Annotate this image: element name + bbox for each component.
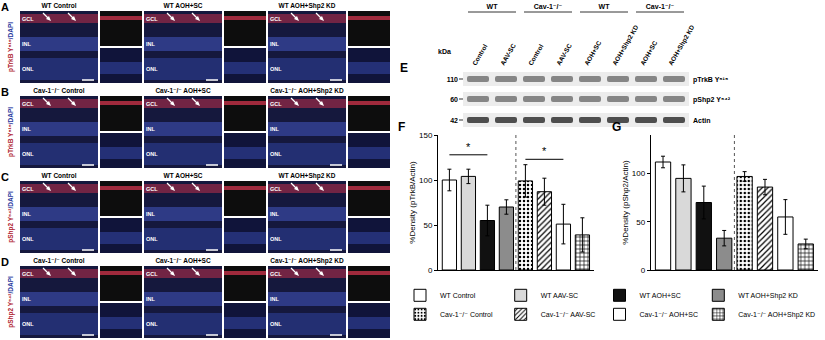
svg-text:INL: INL <box>22 211 32 217</box>
svg-text:ONL: ONL <box>146 151 158 157</box>
svg-text:C: C <box>1 171 9 183</box>
html-text:F: F <box>398 120 406 134</box>
svg-text:Cav-1⁻/⁻ AOH+Shp2 KD: Cav-1⁻/⁻ AOH+Shp2 KD <box>738 311 815 319</box>
svg-text:ONL: ONL <box>270 66 282 72</box>
svg-text:WT AOH+SC: WT AOH+SC <box>164 2 203 9</box>
svg-text:Cav-1⁻/⁻: Cav-1⁻/⁻ <box>534 3 563 10</box>
svg-text:GCL: GCL <box>146 271 158 277</box>
svg-text:GCL: GCL <box>22 16 34 22</box>
svg-text:B: B <box>1 86 9 98</box>
svg-text:Control: Control <box>471 43 489 67</box>
svg-text:ONL: ONL <box>22 236 34 242</box>
svg-text:AOH+SC: AOH+SC <box>639 39 659 66</box>
svg-text:Cav-1⁻/⁻ AAV-SC: Cav-1⁻/⁻ AAV-SC <box>541 311 596 318</box>
svg-text:Cav-1⁻/⁻ AOH+SC: Cav-1⁻/⁻ AOH+SC <box>155 87 211 94</box>
svg-text:D: D <box>1 256 9 268</box>
svg-text:AOH+Shp2 KD: AOH+Shp2 KD <box>667 23 697 67</box>
svg-text:*: * <box>466 141 471 153</box>
svg-text:Cav-1⁻/⁻ Control: Cav-1⁻/⁻ Control <box>33 87 84 94</box>
svg-text:Cav-1⁻/⁻ AOH+Shp2 KD: Cav-1⁻/⁻ AOH+Shp2 KD <box>270 257 344 265</box>
svg-text:AAV-SC: AAV-SC <box>499 42 517 67</box>
svg-text:WT AOH+SC: WT AOH+SC <box>640 292 681 299</box>
svg-text:%Density (pTrkB/Actin): %Density (pTrkB/Actin) <box>408 161 417 244</box>
svg-text:GCL: GCL <box>270 271 282 277</box>
svg-text:150: 150 <box>419 131 433 140</box>
svg-text:GCL: GCL <box>22 271 34 277</box>
svg-text:Cav-1⁻/⁻: Cav-1⁻/⁻ <box>646 3 675 10</box>
svg-text:GCL: GCL <box>146 101 158 107</box>
svg-text:pShp2 Y⁵⁴²/DAPI: pShp2 Y⁵⁴²/DAPI <box>7 191 15 243</box>
svg-text:AAV-SC: AAV-SC <box>555 42 573 67</box>
svg-text:INL: INL <box>270 296 280 302</box>
svg-text:WT Control: WT Control <box>440 292 476 299</box>
svg-text:GCL: GCL <box>146 186 158 192</box>
svg-text:ONL: ONL <box>22 321 34 327</box>
svg-text:110: 110 <box>447 76 458 83</box>
svg-text:INL: INL <box>146 41 156 47</box>
svg-text:0: 0 <box>428 266 433 275</box>
svg-text:INL: INL <box>270 41 280 47</box>
svg-text:WT Control: WT Control <box>41 172 76 179</box>
svg-text:Actin: Actin <box>693 117 711 124</box>
svg-text:GCL: GCL <box>22 101 34 107</box>
svg-text:INL: INL <box>146 296 156 302</box>
svg-text:Control: Control <box>527 43 545 67</box>
svg-text:pTrkB Y⁵¹⁵/DAPI: pTrkB Y⁵¹⁵/DAPI <box>7 107 15 157</box>
svg-text:50: 50 <box>423 221 432 230</box>
svg-text:50: 50 <box>636 218 645 227</box>
svg-text:ONL: ONL <box>22 66 34 72</box>
svg-text:ONL: ONL <box>270 236 282 242</box>
svg-text:pTrkB Y⁵¹⁵/DAPI: pTrkB Y⁵¹⁵/DAPI <box>7 22 15 72</box>
svg-text:WT AAV-SC: WT AAV-SC <box>541 292 578 299</box>
svg-text:AOH+SC: AOH+SC <box>583 39 603 66</box>
svg-text:*: * <box>542 145 547 157</box>
svg-text:INL: INL <box>270 211 280 217</box>
svg-text:INL: INL <box>270 126 280 132</box>
svg-text:42: 42 <box>450 117 458 124</box>
svg-text:%Density (pShp2/Actin): %Density (pShp2/Actin) <box>621 160 630 245</box>
svg-text:ONL: ONL <box>270 151 282 157</box>
svg-text:AOH+Shp2 KD: AOH+Shp2 KD <box>611 23 641 67</box>
svg-text:ONL: ONL <box>146 321 158 327</box>
svg-text:60: 60 <box>450 96 458 103</box>
svg-text:GCL: GCL <box>22 186 34 192</box>
svg-text:Cav-1⁻/⁻ AOH+SC: Cav-1⁻/⁻ AOH+SC <box>640 311 699 318</box>
svg-text:WT AOH+Shp2 KD: WT AOH+Shp2 KD <box>279 172 336 180</box>
svg-text:WT: WT <box>599 3 611 10</box>
html-text:G: G <box>612 120 622 134</box>
svg-text:ONL: ONL <box>146 66 158 72</box>
svg-text:A: A <box>1 1 9 13</box>
svg-text:pTrkB Y⁵¹⁵: pTrkB Y⁵¹⁵ <box>693 76 728 84</box>
svg-text:100: 100 <box>632 169 646 178</box>
svg-text:E: E <box>400 61 408 75</box>
svg-text:INL: INL <box>22 126 32 132</box>
svg-text:Cav-1⁻/⁻ AOH+SC: Cav-1⁻/⁻ AOH+SC <box>155 257 211 264</box>
svg-text:WT Control: WT Control <box>41 2 76 9</box>
svg-text:WT AOH+Shp2 KD: WT AOH+Shp2 KD <box>738 292 798 300</box>
svg-text:GCL: GCL <box>270 16 282 22</box>
svg-text:ONL: ONL <box>270 321 282 327</box>
svg-text:Cav-1⁻/⁻ Control: Cav-1⁻/⁻ Control <box>33 257 84 264</box>
svg-text:0: 0 <box>641 266 646 275</box>
svg-text:GCL: GCL <box>146 16 158 22</box>
svg-text:Cav-1⁻/⁻ Control: Cav-1⁻/⁻ Control <box>440 311 493 318</box>
svg-text:GCL: GCL <box>270 186 282 192</box>
svg-text:INL: INL <box>146 126 156 132</box>
svg-text:kDa: kDa <box>438 48 451 55</box>
svg-text:INL: INL <box>146 211 156 217</box>
svg-text:INL: INL <box>22 296 32 302</box>
svg-text:Cav-1⁻/⁻ AOH+Shp2 KD: Cav-1⁻/⁻ AOH+Shp2 KD <box>270 87 344 95</box>
svg-text:100: 100 <box>419 176 433 185</box>
svg-text:WT AOH+SC: WT AOH+SC <box>164 172 203 179</box>
svg-text:pShp2 Y⁵⁴²/DAPI: pShp2 Y⁵⁴²/DAPI <box>7 276 15 328</box>
svg-text:INL: INL <box>22 41 32 47</box>
svg-text:ONL: ONL <box>146 236 158 242</box>
svg-text:ONL: ONL <box>22 151 34 157</box>
svg-text:GCL: GCL <box>270 101 282 107</box>
svg-text:WT: WT <box>487 3 499 10</box>
svg-text:WT AOH+Shp2 KD: WT AOH+Shp2 KD <box>279 2 336 10</box>
svg-text:pShp2 Y⁵⁴²: pShp2 Y⁵⁴² <box>693 96 731 104</box>
